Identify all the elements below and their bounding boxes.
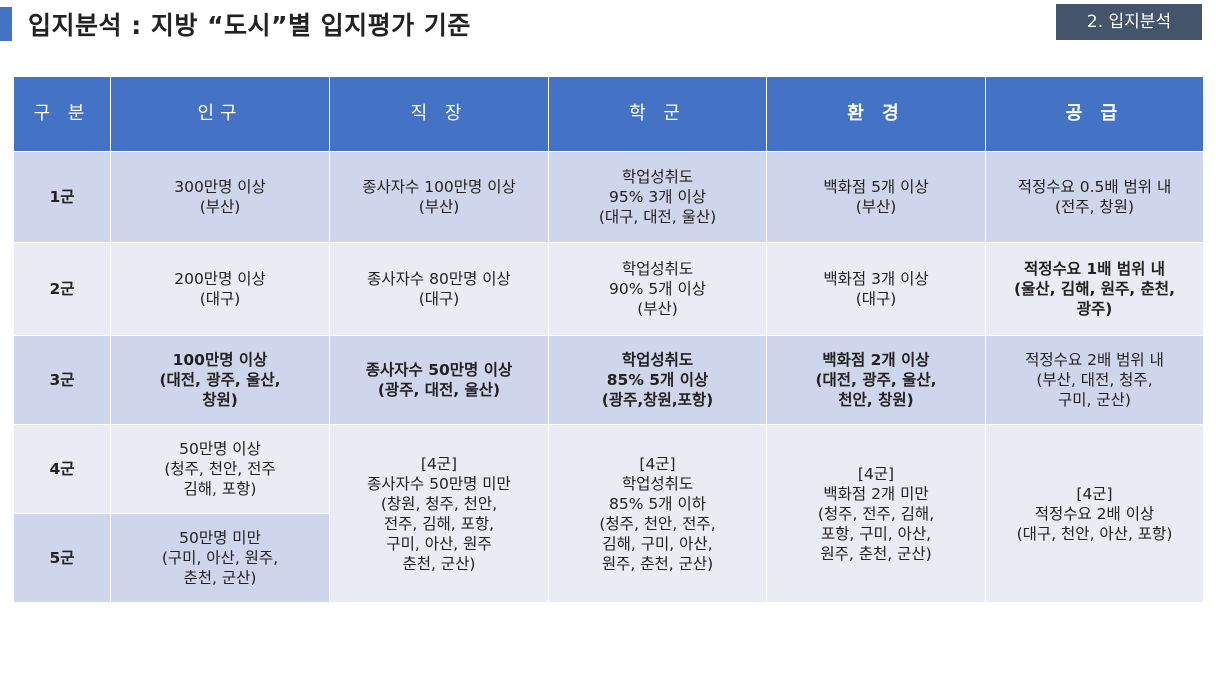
school-cell: 학업성취도 90% 5개 이상 (부산) xyxy=(548,242,767,336)
jobs-cell: 종사자수 100만명 이상 (부산) xyxy=(329,151,549,243)
table-row: 1군 300만명 이상 (부산) 종사자수 100만명 이상 (부산) 학업성취… xyxy=(13,151,1204,243)
row-label: 1군 xyxy=(13,151,111,243)
environment-cell: [4군] 백화점 2개 미만 (청주, 전주, 김해, 포항, 구미, 아산, … xyxy=(766,424,986,603)
population-cell: 300만명 이상 (부산) xyxy=(110,151,330,243)
school-cell: [4군] 학업성취도 85% 5개 이하 (청주, 천안, 전주, 김해, 구미… xyxy=(548,424,767,603)
row-label: 2군 xyxy=(13,242,111,336)
row-label: 4군 xyxy=(13,424,111,514)
table-row: 2군 200만명 이상 (대구) 종사자수 80만명 이상 (대구) 학업성취도… xyxy=(13,242,1204,336)
evaluation-table: 구 분 인구 직 장 학 군 환 경 공 급 1군 300만명 이상 (부산) … xyxy=(13,76,1204,603)
column-header-population: 인구 xyxy=(110,76,330,152)
school-cell: 학업성취도 85% 5개 이상 (광주,창원,포항) xyxy=(548,335,767,425)
environment-cell: 백화점 2개 이상 (대전, 광주, 울산, 천안, 창원) xyxy=(766,335,986,425)
title-accent-bar xyxy=(0,7,12,41)
table-header-row: 구 분 인구 직 장 학 군 환 경 공 급 xyxy=(13,76,1204,152)
column-header-category: 구 분 xyxy=(13,76,111,152)
title-bar: 입지분석 : 지방 “도시”별 입지평가 기준 2. 입지분석 xyxy=(0,0,1216,48)
jobs-cell: [4군] 종사자수 50만명 미만 (창원, 청주, 천안, 전주, 김해, 포… xyxy=(329,424,549,603)
population-cell: 50만명 이상 (청주, 천안, 전주 김해, 포항) xyxy=(110,424,330,514)
table-row: 4군 50만명 이상 (청주, 천안, 전주 김해, 포항) [4군] 종사자수… xyxy=(13,424,1204,603)
supply-cell: 적정수요 0.5배 범위 내 (전주, 창원) xyxy=(985,151,1204,243)
supply-cell: 적정수요 1배 범위 내 (울산, 김해, 원주, 춘천, 광주) xyxy=(985,242,1204,336)
jobs-cell: 종사자수 50만명 이상 (광주, 대전, 울산) xyxy=(329,335,549,425)
column-header-supply: 공 급 xyxy=(985,76,1204,152)
supply-cell: [4군] 적정수요 2배 이상 (대구, 천안, 아산, 포항) xyxy=(985,424,1204,603)
jobs-cell: 종사자수 80만명 이상 (대구) xyxy=(329,242,549,336)
table-row: 3군 100만명 이상 (대전, 광주, 울산, 창원) 종사자수 50만명 이… xyxy=(13,335,1204,425)
environment-cell: 백화점 3개 이상 (대구) xyxy=(766,242,986,336)
column-header-jobs: 직 장 xyxy=(329,76,549,152)
row-label: 5군 xyxy=(13,513,111,603)
population-cell: 100만명 이상 (대전, 광주, 울산, 창원) xyxy=(110,335,330,425)
page-title: 입지분석 : 지방 “도시”별 입지평가 기준 xyxy=(28,11,471,40)
population-cell: 200만명 이상 (대구) xyxy=(110,242,330,336)
column-header-environment: 환 경 xyxy=(766,76,986,152)
school-cell: 학업성취도 95% 3개 이상 (대구, 대전, 울산) xyxy=(548,151,767,243)
environment-cell: 백화점 5개 이상 (부산) xyxy=(766,151,986,243)
section-badge: 2. 입지분석 xyxy=(1056,4,1202,40)
supply-cell: 적정수요 2배 범위 내 (부산, 대전, 청주, 구미, 군산) xyxy=(985,335,1204,425)
column-header-school: 학 군 xyxy=(548,76,767,152)
population-cell: 50만명 미만 (구미, 아산, 원주, 춘천, 군산) xyxy=(110,513,330,603)
table-row: 5군 50만명 미만 (구미, 아산, 원주, 춘천, 군산) xyxy=(13,513,1204,603)
row-label: 3군 xyxy=(13,335,111,425)
